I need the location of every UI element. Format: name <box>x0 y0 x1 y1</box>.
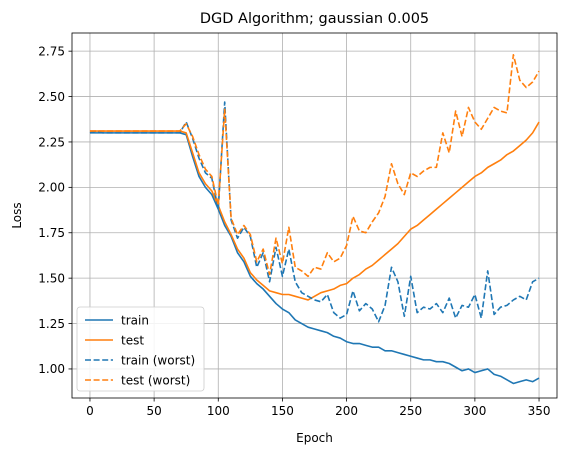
x-tick-label: 250 <box>399 404 422 418</box>
x-tick-label: 300 <box>463 404 486 418</box>
y-tick-label: 1.75 <box>38 226 65 240</box>
y-tick-label: 2.75 <box>38 44 65 58</box>
legend-label: train (worst) <box>121 353 195 367</box>
x-tick-label: 150 <box>271 404 294 418</box>
series-line-train <box>89 132 540 385</box>
x-tick-label: 350 <box>528 404 551 418</box>
legend-box <box>76 306 205 392</box>
y-tick-label: 1.00 <box>38 362 65 376</box>
y-axis-label: Loss <box>10 202 24 228</box>
y-tick-label: 2.00 <box>38 181 65 195</box>
x-tick-label: 100 <box>207 404 230 418</box>
series-line-test <box>89 121 540 301</box>
x-axis-label: Epoch <box>296 431 333 445</box>
y-tick-label: 2.25 <box>38 135 65 149</box>
legend-label: test (worst) <box>121 373 190 387</box>
series-layer <box>89 53 540 385</box>
legend-label: test <box>121 333 144 347</box>
chart-title: DGD Algorithm; gaussian 0.005 <box>200 11 429 27</box>
y-tick-label: 2.50 <box>38 90 65 104</box>
ticks: 0 50 100 150 200 250 300 350 1.00 1.25 1.50 1.75 2.0… <box>38 44 550 418</box>
axes-frame <box>71 32 558 399</box>
y-tick-label: 1.50 <box>38 271 65 285</box>
x-tick-label: 50 <box>146 404 161 418</box>
y-tick-label: 1.25 <box>38 317 65 331</box>
legend-label: train <box>121 313 149 327</box>
legend: train test train (worst) test (worst) <box>76 306 205 392</box>
x-tick-label: 0 <box>86 404 94 418</box>
x-tick-label: 200 <box>335 404 358 418</box>
